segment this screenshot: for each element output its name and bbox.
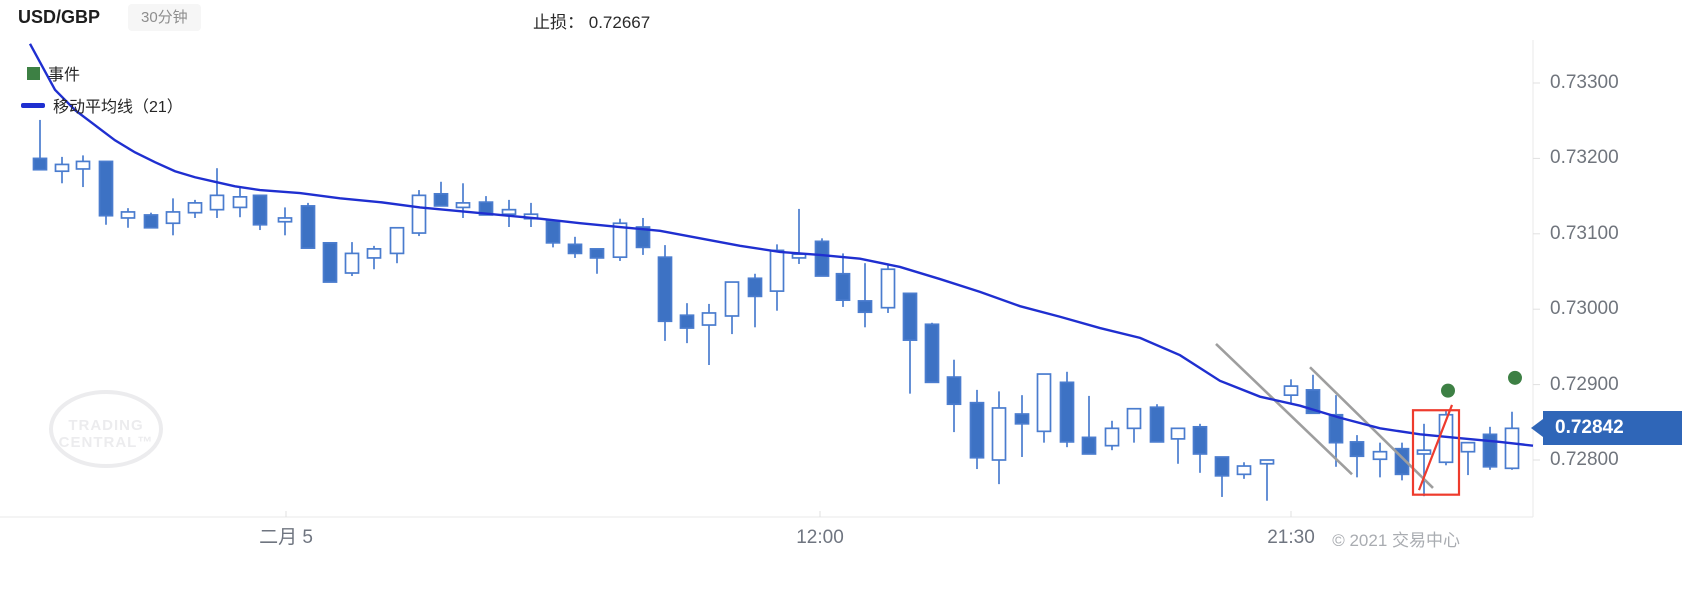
y-axis-label: 0.73000 bbox=[1550, 298, 1619, 320]
pattern-signal-line bbox=[1417, 404, 1454, 491]
legend-item-moving-average[interactable]: 移动平均线（21） bbox=[21, 93, 183, 117]
y-axis-label: 0.73100 bbox=[1550, 222, 1619, 244]
candle-bearish bbox=[1482, 433, 1498, 468]
candle-bearish bbox=[969, 401, 985, 459]
event-dot-icon bbox=[1441, 383, 1455, 398]
moving-average-legend-swatch-icon bbox=[21, 102, 45, 108]
trading-central-watermark-icon bbox=[49, 390, 163, 468]
candle-bearish bbox=[946, 376, 962, 406]
legend-item-events[interactable]: 事件 bbox=[27, 61, 80, 85]
candle-bullish bbox=[366, 248, 382, 259]
candle-bearish bbox=[1349, 441, 1365, 458]
candle-bullish bbox=[1104, 427, 1120, 447]
candle-bearish bbox=[589, 248, 605, 259]
candle-bullish bbox=[1259, 459, 1275, 465]
watermark-line2: CENTRAL™ bbox=[59, 434, 154, 451]
trendline bbox=[1215, 342, 1353, 476]
candle-bearish bbox=[98, 160, 114, 217]
candle-bearish bbox=[857, 300, 873, 314]
candle-bullish bbox=[455, 202, 471, 209]
x-axis-label: 21:30 bbox=[1267, 527, 1315, 548]
timeframe-badge[interactable]: 30分钟 bbox=[128, 4, 201, 31]
candle-bearish bbox=[433, 192, 449, 207]
candle-bullish bbox=[1170, 427, 1186, 440]
candle-bullish bbox=[187, 202, 203, 214]
candle-bullish bbox=[1504, 427, 1520, 470]
candle-bearish bbox=[567, 243, 583, 255]
candle-bullish bbox=[344, 252, 360, 274]
candle-bearish bbox=[322, 241, 338, 283]
copyright-text: © 2021 交易中心 bbox=[1332, 531, 1460, 550]
candle-bearish bbox=[478, 201, 494, 216]
candle-bearish bbox=[747, 277, 763, 298]
current-price-tag: 0.72842 bbox=[1531, 411, 1682, 446]
candle-bearish bbox=[657, 256, 673, 323]
candle-bearish bbox=[1081, 436, 1097, 455]
candle-bearish bbox=[1192, 425, 1208, 455]
x-axis-label: 12:00 bbox=[796, 527, 844, 548]
event-legend-swatch-icon bbox=[27, 66, 40, 80]
stop-loss-text: 止损： 0.72667 bbox=[533, 8, 650, 33]
y-axis-label: 0.72900 bbox=[1550, 373, 1619, 395]
candle-bearish bbox=[902, 292, 918, 341]
y-axis-label: 0.73300 bbox=[1550, 72, 1619, 93]
candle-bullish bbox=[501, 208, 517, 216]
candle-bearish bbox=[252, 194, 268, 226]
candle-bullish bbox=[701, 312, 717, 326]
candle-bullish bbox=[1460, 441, 1476, 453]
candle-bullish bbox=[165, 211, 181, 225]
price-tag-arrow-icon bbox=[1531, 419, 1543, 438]
candle-bullish bbox=[991, 407, 1007, 461]
moving-average-line bbox=[28, 43, 1534, 447]
event-dot-icon bbox=[1508, 370, 1522, 385]
candle-bullish bbox=[389, 226, 405, 255]
candle-bearish bbox=[1059, 381, 1075, 443]
watermark-line1: TRADING bbox=[68, 417, 143, 434]
candle-bullish bbox=[120, 211, 136, 219]
candle-bullish bbox=[612, 222, 628, 259]
candle-bearish bbox=[1328, 413, 1344, 444]
candle-bearish bbox=[32, 157, 48, 171]
candle-bullish bbox=[1283, 385, 1299, 397]
stop-loss-value: 0.72667 bbox=[588, 13, 651, 32]
legend-moving-average-label: 移动平均线（21） bbox=[53, 99, 183, 116]
y-axis-label: 0.73200 bbox=[1550, 147, 1619, 169]
candle-bearish bbox=[300, 205, 316, 249]
candle-bearish bbox=[924, 323, 940, 384]
candle-bearish bbox=[1214, 456, 1230, 477]
candle-bearish bbox=[835, 272, 851, 302]
candle-bullish bbox=[232, 196, 248, 209]
candle-bullish bbox=[209, 194, 225, 211]
candle-bearish bbox=[814, 240, 830, 277]
candle-bullish bbox=[411, 194, 427, 234]
current-price-value: 0.72842 bbox=[1555, 417, 1624, 439]
candle-bullish bbox=[277, 217, 293, 223]
candle-bullish bbox=[880, 268, 896, 309]
stop-loss-label: 止损： bbox=[533, 13, 584, 32]
candle-bullish bbox=[1036, 373, 1052, 433]
candle-bullish bbox=[1416, 449, 1432, 455]
candle-bullish bbox=[1126, 407, 1142, 430]
candle-bearish bbox=[679, 314, 695, 329]
symbol-title: USD/GBP bbox=[18, 7, 101, 27]
candle-bearish bbox=[1149, 406, 1165, 443]
candle-bullish bbox=[769, 249, 785, 292]
candle-bullish bbox=[1236, 465, 1252, 476]
candle-bearish bbox=[143, 214, 159, 229]
candle-bullish bbox=[54, 163, 70, 173]
candle-bullish bbox=[75, 160, 91, 170]
legend-events-label: 事件 bbox=[48, 67, 81, 84]
candle-bullish bbox=[1372, 450, 1388, 461]
candle-bearish bbox=[545, 220, 561, 244]
trendline bbox=[1309, 366, 1434, 489]
candle-bearish bbox=[1014, 413, 1030, 425]
pattern-highlight-box bbox=[1411, 409, 1461, 496]
candle-bullish bbox=[724, 281, 740, 317]
x-axis-label: 二月 5 bbox=[259, 527, 313, 548]
y-axis-label: 0.72800 bbox=[1550, 449, 1619, 470]
candle-bearish bbox=[635, 226, 651, 249]
